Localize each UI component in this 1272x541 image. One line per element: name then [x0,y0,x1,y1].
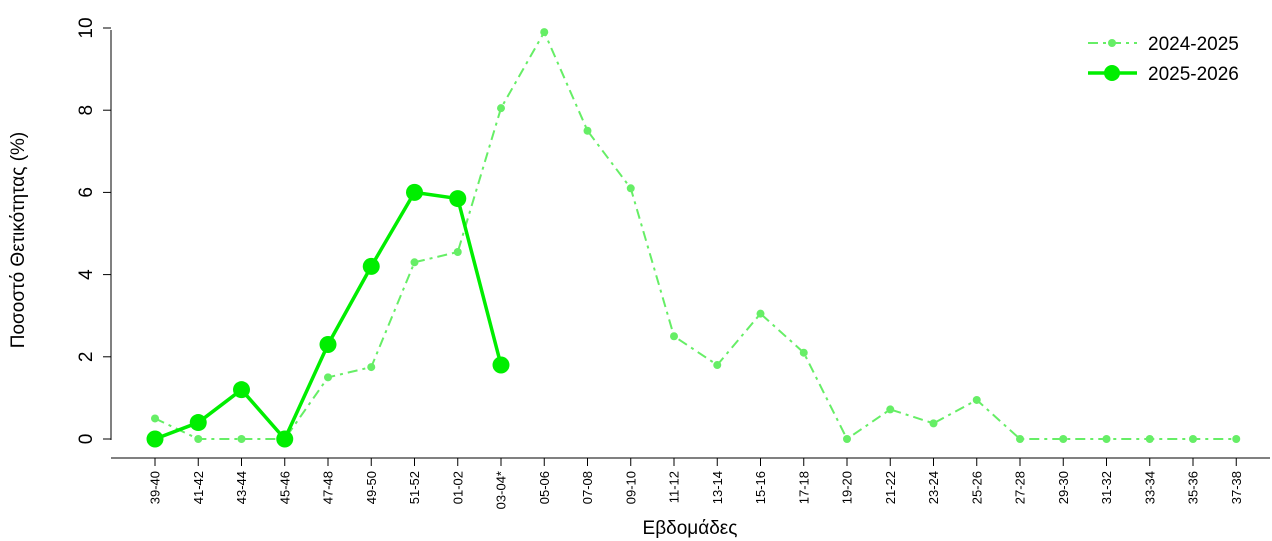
data-point [1232,435,1241,443]
series-line-2025-2026 [154,190,503,441]
y-ticks: 0 2 4 6 8 10 [76,17,111,444]
data-point [410,258,419,267]
x-tick-label: 19-20 [840,471,855,504]
legend-label-2024-2025: 2024-2025 [1148,34,1239,55]
x-tick-label: 49-50 [364,471,379,504]
series-layer [146,28,1241,448]
x-tick-label: 23-24 [926,471,941,504]
data-point [756,309,765,318]
x-tick-label: 07-08 [580,471,595,504]
data-point [151,414,159,423]
axes [110,30,1270,459]
y-tick-label: 6 [76,187,97,198]
x-tick-label: 33-34 [1142,471,1157,504]
data-point [886,405,895,414]
x-tick-label: 09-10 [623,471,638,504]
x-tick-label: 15-16 [753,471,768,504]
x-axis-title: Εβδομάδες [643,518,738,539]
data-point [146,430,164,448]
data-point [1145,435,1154,443]
data-point [929,419,938,428]
legend: 2024-2025 2025-2026 [1088,34,1239,85]
x-tick-label: 41-42 [191,471,206,504]
x-tick-label: 01-02 [450,471,465,504]
y-tick-label: 8 [76,105,97,116]
series-2024-2025 [151,28,1241,443]
data-point [319,335,337,353]
data-point [972,395,981,404]
x-tick-label: 25-26 [969,471,984,504]
data-point [367,363,376,372]
x-tick-label: 39-40 [148,471,163,504]
x-tick-label: 03-04* [494,471,509,509]
data-point [713,361,722,370]
data-point [540,28,549,37]
x-tick-label: 45-46 [277,471,292,504]
data-point [626,184,635,193]
x-tick-label: 05-06 [537,471,552,504]
data-point [497,104,505,113]
data-point [1189,435,1197,443]
y-axis-title: Ποσοστό Θετικότητας (%) [8,132,29,348]
data-point [1059,435,1068,443]
data-point [237,435,246,443]
x-tick-label: 11-12 [667,471,682,503]
data-point [194,435,203,443]
data-point [233,381,250,399]
data-point [799,348,808,357]
x-ticks: 39-40 41-42 43-44 45-46 47-48 49-50 51-52 01-02… [148,458,1244,509]
legend-label-2025-2026: 2025-2026 [1148,64,1239,85]
legend-marker-2024-2025 [1108,39,1116,47]
y-tick-label: 4 [76,269,97,280]
x-tick-label: 21-22 [883,471,898,504]
x-tick-label: 47-48 [321,471,336,504]
data-point [492,356,510,374]
x-tick-label: 37-38 [1229,471,1244,504]
x-tick-label: 17-18 [796,471,811,504]
data-point [1016,435,1024,443]
data-point [670,332,678,341]
data-point [449,190,467,208]
x-tick-label: 43-44 [234,471,249,504]
data-point [843,435,851,443]
data-point [406,183,423,201]
data-point [324,373,332,382]
series-2025-2026 [146,183,510,448]
x-tick-label: 51-52 [407,471,422,504]
data-point [1102,435,1111,443]
legend-marker-2025-2026 [1104,65,1120,81]
data-point [453,247,462,256]
x-tick-label: 31-32 [1099,471,1114,504]
y-tick-label: 0 [76,434,97,445]
x-tick-label: 13-14 [710,471,725,504]
data-point [583,126,592,135]
data-point [189,414,207,432]
series-line-2024-2025 [154,31,1237,440]
data-point [362,257,380,275]
x-tick-label: 27-28 [1013,471,1028,504]
data-point [276,430,294,448]
x-tick-label: 35-36 [1186,471,1201,504]
y-tick-label: 2 [76,352,97,363]
x-tick-label: 29-30 [1056,471,1071,504]
y-tick-label: 10 [76,17,97,38]
